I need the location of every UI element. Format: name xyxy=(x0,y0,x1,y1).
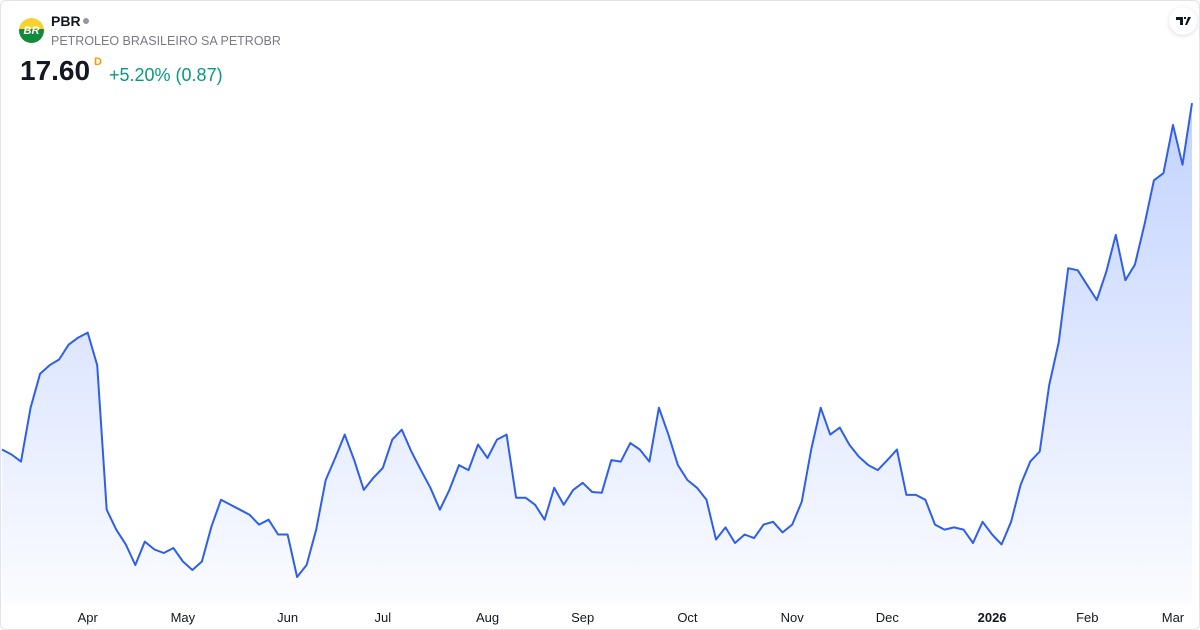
x-tick-label: Aug xyxy=(476,610,499,625)
interval: D xyxy=(94,56,102,68)
x-tick-label: Jun xyxy=(277,610,298,625)
status-dot xyxy=(83,18,89,24)
logo: BR xyxy=(19,18,44,43)
company-name: PETROLEO BRASILEIRO SA PETROBR xyxy=(51,34,281,48)
x-tick-label: Oct xyxy=(677,610,698,625)
price-line xyxy=(1,102,1193,578)
tradingview-logo[interactable] xyxy=(1169,7,1197,35)
x-tick-label: 2026 xyxy=(978,610,1007,625)
x-tick-label: Nov xyxy=(781,610,805,625)
x-tick-label: Mar xyxy=(1162,610,1185,625)
x-tick-label: Sep xyxy=(571,610,594,625)
symbol: PBR xyxy=(51,13,81,29)
tv-icon xyxy=(1176,17,1191,25)
x-tick-label: May xyxy=(171,610,196,625)
last-price: 17.60 xyxy=(20,55,91,86)
x-tick-label: Apr xyxy=(78,610,99,625)
x-tick-label: Feb xyxy=(1076,610,1098,625)
x-tick-label: Jul xyxy=(374,610,391,625)
area-fill xyxy=(2,103,1192,605)
price-change: +5.20% (0.87) xyxy=(109,65,223,85)
x-tick-label: Dec xyxy=(876,610,900,625)
